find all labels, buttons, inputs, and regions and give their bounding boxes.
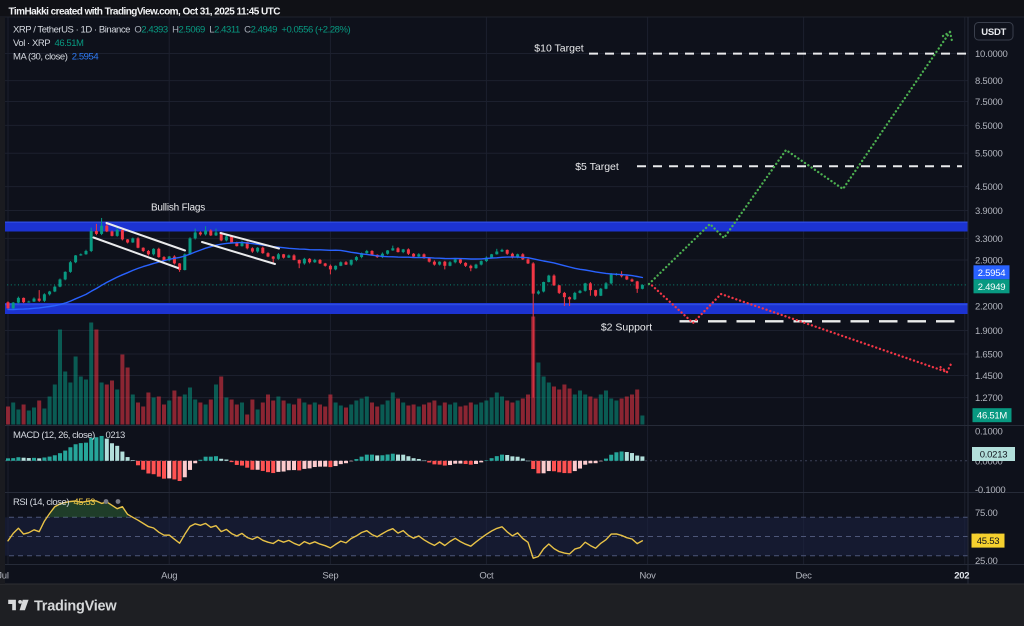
svg-text:10.0000: 10.0000 [975, 49, 1008, 60]
svg-text:$5 Target: $5 Target [575, 161, 619, 173]
svg-text:1.9000: 1.9000 [975, 326, 1003, 337]
svg-text:Sep: Sep [322, 571, 338, 582]
svg-text:1.4500: 1.4500 [975, 371, 1003, 382]
svg-text:Aug: Aug [161, 571, 177, 582]
svg-text:1.2700: 1.2700 [975, 393, 1003, 404]
svg-text:Oct: Oct [479, 571, 494, 582]
svg-text:MA (30, close) 2.5954: MA (30, close) 2.5954 [13, 52, 98, 63]
svg-text:0213: 0213 [106, 430, 126, 441]
svg-text:0.1000: 0.1000 [975, 427, 1003, 438]
svg-text:7.5000: 7.5000 [975, 97, 1003, 108]
svg-text:TimHakki created with TradingV: TimHakki created with TradingView.com, O… [9, 7, 281, 18]
svg-text:4.5000: 4.5000 [975, 182, 1003, 193]
svg-text:25.00: 25.00 [975, 556, 998, 567]
svg-text:MACD (12, 26, close): MACD (12, 26, close) [13, 430, 95, 441]
svg-text:$2 Support: $2 Support [601, 322, 652, 334]
svg-text:TradingView: TradingView [34, 599, 117, 615]
svg-text:Jul: Jul [0, 571, 9, 582]
svg-text:2.4949: 2.4949 [978, 282, 1006, 293]
svg-text:USDT: USDT [981, 27, 1006, 38]
svg-text:8.5000: 8.5000 [975, 76, 1003, 87]
svg-text:-0.1000: -0.1000 [975, 485, 1005, 496]
svg-text:RSI (14, close) 45.53: RSI (14, close) 45.53 [13, 497, 95, 508]
svg-text:75.00: 75.00 [975, 508, 998, 519]
svg-text:Bullish Flags: Bullish Flags [151, 203, 205, 214]
svg-text:46.51M: 46.51M [977, 411, 1008, 422]
svg-text:Vol · XRP 46.51M: Vol · XRP 46.51M [13, 38, 84, 49]
svg-text:45.53: 45.53 [977, 536, 1000, 547]
svg-text:5.5000: 5.5000 [975, 149, 1003, 160]
svg-text:Nov: Nov [640, 571, 657, 582]
svg-text:Dec: Dec [796, 571, 813, 582]
svg-text:6.5000: 6.5000 [975, 121, 1003, 132]
svg-text:2.9000: 2.9000 [975, 255, 1003, 266]
svg-text:XRP / TetherUS · 1D · Binance: XRP / TetherUS · 1D · Binance O2.4393 H2… [13, 25, 350, 36]
svg-text:202: 202 [954, 571, 969, 582]
svg-text:3.3000: 3.3000 [975, 234, 1003, 245]
svg-text:1.6500: 1.6500 [975, 350, 1003, 361]
svg-text:2.5954: 2.5954 [978, 268, 1006, 279]
svg-text:3.9000: 3.9000 [975, 206, 1003, 217]
svg-text:0.0213: 0.0213 [980, 450, 1008, 461]
svg-text:2.2000: 2.2000 [975, 302, 1003, 313]
svg-text:$10 Target: $10 Target [534, 43, 584, 55]
svg-text:0.0000: 0.0000 [975, 456, 1003, 467]
